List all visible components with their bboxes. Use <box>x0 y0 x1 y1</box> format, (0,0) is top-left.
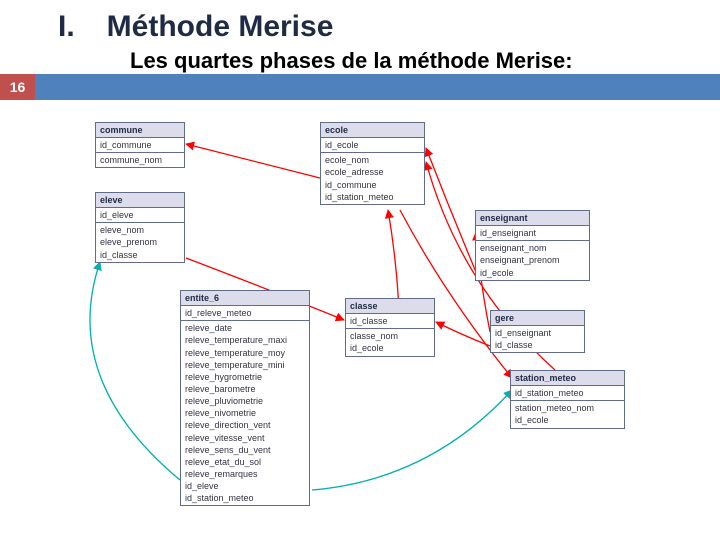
entity-title: entite_6 <box>181 291 309 306</box>
entity-title: ecole <box>321 123 424 138</box>
slide-number-badge: 16 <box>0 74 35 100</box>
attr-row: id_ecole <box>511 414 624 426</box>
attr-row: releve_direction_vent <box>181 419 309 431</box>
attr-row: releve_pluviometrie <box>181 395 309 407</box>
section-subtitle: Les quartes phases de la méthode Merise: <box>130 48 720 74</box>
entity-title: eleve <box>96 193 184 208</box>
attr-row: id_releve_meteo <box>181 307 309 319</box>
section-roman: I. <box>58 10 75 44</box>
attr-row: ecole_adresse <box>321 166 424 178</box>
entity-attrs: id_ecole ecole_nomecole_adresseid_commune… <box>321 138 424 204</box>
entity-entite_6: entite_6id_releve_meteoreleve_datereleve… <box>180 290 310 506</box>
relationship-arrow <box>436 322 490 346</box>
attr-row: releve_hygrometrie <box>181 371 309 383</box>
entity-eleve: eleveid_eleve eleve_nomeleve_prenomid_cla… <box>95 192 185 263</box>
attr-row: id_station_meteo <box>181 492 309 504</box>
entity-ecole: ecoleid_ecole ecole_nomecole_adresseid_co… <box>320 122 425 205</box>
attr-row: releve_temperature_mini <box>181 359 309 371</box>
attr-row: releve_date <box>181 322 309 334</box>
er-diagram: communeid_communecommune_nomeleveid_elev… <box>0 110 720 540</box>
attr-row: id_classe <box>491 339 584 351</box>
attr-row: releve_vitesse_vent <box>181 432 309 444</box>
attr-row: id_classe <box>96 249 184 261</box>
attr-row: releve_sens_du_vent <box>181 444 309 456</box>
entity-station_meteo: station_meteoid_station_meteo station_met… <box>510 370 625 429</box>
attr-row: id_station_meteo <box>321 191 424 203</box>
attr-row: classe_nom <box>346 330 434 342</box>
attr-row: id_commune <box>321 179 424 191</box>
entity-attrs: id_station_meteo station_meteo_nomid_ecol… <box>511 386 624 427</box>
attr-row: releve_temperature_moy <box>181 347 309 359</box>
attr-row: id_classe <box>346 315 434 327</box>
entity-title: classe <box>346 299 434 314</box>
attr-row: releve_remarques <box>181 468 309 480</box>
relationship-arrow <box>186 144 320 178</box>
attr-row: station_meteo_nom <box>511 402 624 414</box>
attr-row: releve_etat_du_sol <box>181 456 309 468</box>
entity-commune: communeid_commune commune_nom <box>95 122 185 168</box>
entity-gere: gereid_enseignantid_classe <box>490 310 585 353</box>
attr-row: enseignant_nom <box>476 242 589 254</box>
attr-row: id_enseignant <box>491 327 584 339</box>
entity-title: station_meteo <box>511 371 624 386</box>
attr-row: releve_nivometrie <box>181 407 309 419</box>
attr-row: id_station_meteo <box>511 387 624 399</box>
attr-row: releve_temperature_maxi <box>181 334 309 346</box>
attr-row: id_eleve <box>96 209 184 221</box>
entity-enseignant: enseignantid_enseignant enseignant_nomens… <box>475 210 590 281</box>
entity-attrs: id_enseignantid_classe <box>491 326 584 352</box>
attr-row: eleve_prenom <box>96 236 184 248</box>
entity-classe: classeid_classe classe_nomid_ecole <box>345 298 435 357</box>
relationship-arrow <box>312 390 512 490</box>
entity-attrs: id_eleve eleve_nomeleve_prenomid_classe <box>96 208 184 262</box>
attr-row: id_commune <box>96 139 184 151</box>
entity-title: enseignant <box>476 211 589 226</box>
attr-row: id_ecole <box>476 267 589 279</box>
entity-attrs: id_classe classe_nomid_ecole <box>346 314 434 355</box>
entity-title: commune <box>96 123 184 138</box>
attr-row: id_ecole <box>346 342 434 354</box>
section-title: Méthode Merise <box>107 10 334 44</box>
header-bar <box>35 74 720 100</box>
attr-row: eleve_nom <box>96 224 184 236</box>
attr-row: commune_nom <box>96 154 184 166</box>
entity-attrs: id_enseignant enseignant_nomenseignant_pr… <box>476 226 589 280</box>
entity-attrs: id_releve_meteoreleve_datereleve_tempera… <box>181 306 309 505</box>
attr-row: releve_barometre <box>181 383 309 395</box>
relationship-arrow <box>90 262 180 480</box>
attr-row: enseignant_prenom <box>476 254 589 266</box>
relationship-arrow <box>426 148 476 272</box>
attr-row: id_ecole <box>321 139 424 151</box>
attr-row: ecole_nom <box>321 154 424 166</box>
entity-attrs: id_commune commune_nom <box>96 138 184 167</box>
attr-row: id_enseignant <box>476 227 589 239</box>
entity-title: gere <box>491 311 584 326</box>
attr-row: id_eleve <box>181 480 309 492</box>
